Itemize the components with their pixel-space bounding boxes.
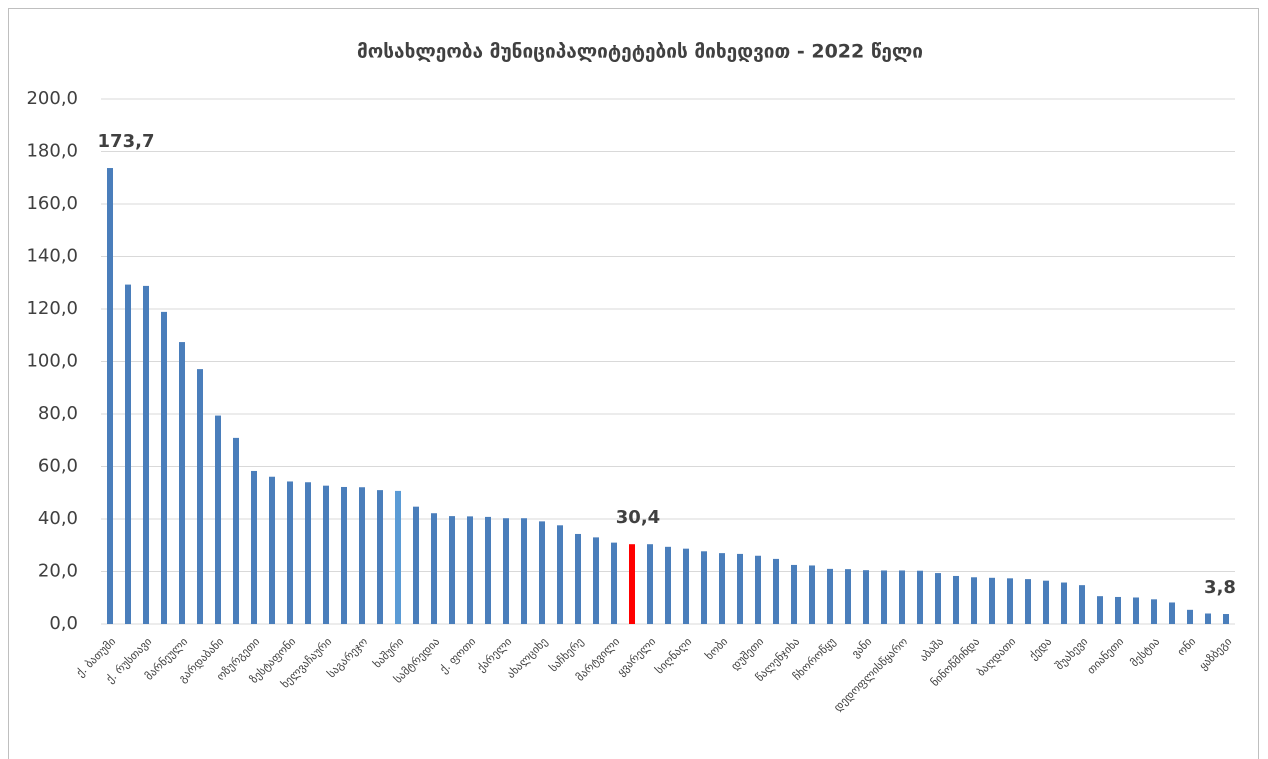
bar	[899, 570, 905, 624]
bar	[287, 481, 293, 624]
bar	[305, 482, 311, 624]
bar	[1043, 580, 1049, 624]
bar	[359, 487, 365, 624]
y-tick-label: 160,0	[26, 193, 78, 214]
bar	[413, 506, 419, 624]
bar	[1187, 609, 1193, 624]
bar	[1169, 602, 1175, 624]
bar	[341, 486, 347, 624]
bar	[1151, 599, 1157, 624]
bar	[593, 537, 599, 624]
data-label: 30,4	[616, 507, 660, 528]
bar	[1025, 579, 1031, 624]
bar	[683, 548, 689, 624]
y-tick-label: 200,0	[26, 88, 78, 109]
bar	[863, 570, 869, 624]
bar	[1097, 596, 1103, 624]
bar	[539, 521, 545, 624]
bar	[521, 518, 527, 624]
bar	[971, 577, 977, 624]
bar	[323, 485, 329, 624]
y-tick-label: 140,0	[26, 246, 78, 267]
bar	[953, 575, 959, 624]
bar	[809, 565, 815, 624]
bar	[1061, 582, 1067, 624]
y-tick-label: 40,0	[38, 508, 78, 529]
bar	[611, 542, 617, 624]
bar	[701, 551, 707, 624]
bar	[161, 311, 167, 624]
bar	[755, 555, 761, 624]
data-label: 173,7	[98, 131, 155, 152]
bar	[917, 570, 923, 624]
bar	[881, 570, 887, 624]
bar	[143, 285, 149, 624]
bar	[269, 476, 275, 624]
y-tick-label: 120,0	[26, 298, 78, 319]
bar	[125, 284, 131, 624]
y-tick-label: 100,0	[26, 351, 78, 372]
bar	[1115, 596, 1121, 624]
bar	[197, 369, 203, 624]
bar	[107, 168, 113, 624]
bar	[395, 490, 401, 624]
bar	[989, 577, 995, 624]
bar	[629, 544, 635, 624]
bar	[449, 516, 455, 624]
bar	[179, 342, 185, 624]
bar	[503, 518, 509, 624]
bar	[575, 533, 581, 624]
chart-frame	[8, 8, 1259, 759]
bar	[251, 470, 257, 624]
chart-title: მოსახლეობა მუნიციპალიტეტების მიხედვით - …	[357, 41, 923, 63]
bar	[431, 513, 437, 624]
y-tick-label: 60,0	[38, 456, 78, 477]
bar	[485, 516, 491, 624]
bar	[557, 525, 563, 624]
bar	[1079, 585, 1085, 624]
bar	[773, 558, 779, 624]
bar	[215, 415, 221, 624]
bar	[377, 490, 383, 624]
bar	[233, 437, 239, 624]
bar	[791, 564, 797, 624]
y-tick-label: 180,0	[26, 141, 78, 162]
y-tick-label: 0,0	[49, 613, 78, 634]
bar	[665, 546, 671, 624]
bar	[845, 569, 851, 624]
bar	[737, 553, 743, 624]
bar	[1223, 614, 1229, 624]
bar	[647, 544, 653, 624]
bar	[467, 516, 473, 624]
bar	[1007, 578, 1013, 624]
bar	[827, 568, 833, 624]
data-label: 3,8	[1204, 577, 1236, 598]
y-tick-label: 80,0	[38, 403, 78, 424]
bar	[719, 553, 725, 624]
y-tick-label: 20,0	[38, 561, 78, 582]
bar	[935, 573, 941, 624]
bar	[1133, 597, 1139, 624]
bar	[1205, 613, 1211, 624]
